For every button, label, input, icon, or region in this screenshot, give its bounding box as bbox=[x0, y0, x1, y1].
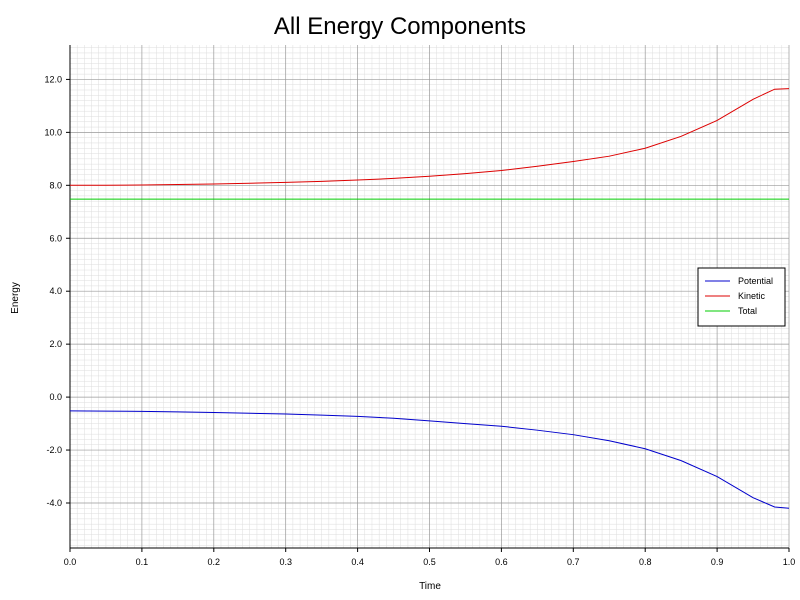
x-tick-label: 0.1 bbox=[136, 557, 149, 567]
legend-label-potential: Potential bbox=[738, 276, 773, 286]
x-tick-label: 0.5 bbox=[423, 557, 436, 567]
series-line-kinetic bbox=[70, 88, 790, 186]
y-tick-label: 8.0 bbox=[49, 180, 62, 190]
chart-title: All Energy Components bbox=[274, 13, 526, 40]
y-tick-label: 10.0 bbox=[44, 127, 62, 137]
x-tick-label: 1.0 bbox=[783, 557, 796, 567]
y-tick-label: 12.0 bbox=[44, 74, 62, 84]
x-tick-label: 0.9 bbox=[711, 557, 724, 567]
y-tick-label: 4.0 bbox=[49, 286, 62, 296]
x-tick-label: 0.4 bbox=[351, 557, 364, 567]
x-tick-label: 0.0 bbox=[64, 557, 77, 567]
x-axis-label: Time bbox=[419, 581, 441, 592]
y-tick-label: 6.0 bbox=[49, 233, 62, 243]
x-tick-label: 0.7 bbox=[567, 557, 580, 567]
y-axis-ticks: -4.0 -2.0 0.0 2.0 4.0 6.0 8.0 10.0 12.0 bbox=[44, 74, 70, 508]
x-tick-label: 0.3 bbox=[279, 557, 292, 567]
y-tick-label: -2.0 bbox=[46, 445, 62, 455]
legend-box bbox=[697, 267, 786, 327]
legend: Potential Kinetic Total bbox=[697, 267, 786, 327]
x-tick-label: 0.6 bbox=[495, 557, 508, 567]
y-tick-label: 2.0 bbox=[49, 339, 62, 349]
y-tick-label: 0.0 bbox=[49, 392, 62, 402]
x-axis-ticks: 0.0 0.1 0.2 0.3 0.4 0.5 0.6 0.7 0.8 0.9 1.0 bbox=[64, 548, 796, 567]
major-grid bbox=[69, 45, 790, 548]
series-line-potential bbox=[69, 410, 790, 509]
series-lines bbox=[69, 88, 790, 509]
x-tick-label: 0.8 bbox=[639, 557, 652, 567]
x-tick-label: 0.2 bbox=[208, 557, 221, 567]
y-tick-label: -4.0 bbox=[46, 498, 62, 508]
y-axis-label: Energy bbox=[10, 282, 21, 314]
legend-label-kinetic: Kinetic bbox=[738, 291, 766, 301]
legend-label-total: Total bbox=[738, 306, 757, 316]
